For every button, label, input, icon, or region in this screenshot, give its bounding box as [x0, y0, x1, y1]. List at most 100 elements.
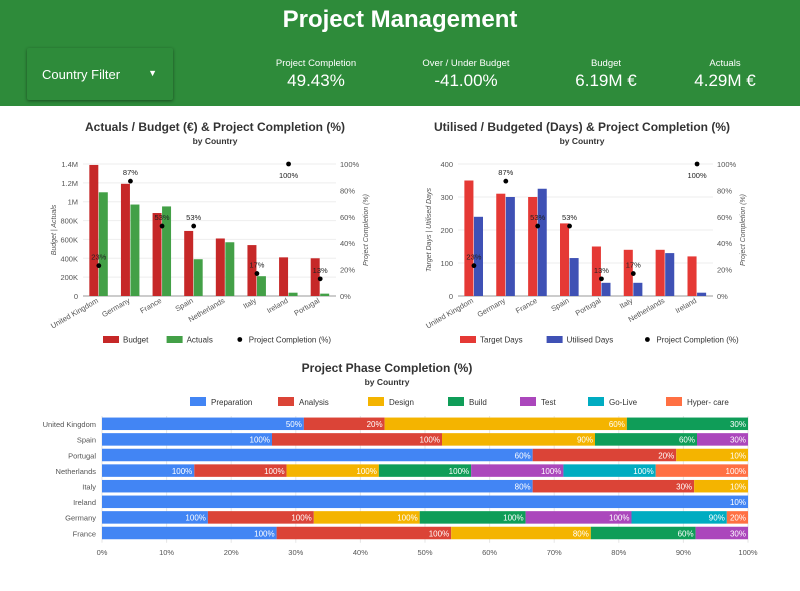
- x-tick-label: Portugal: [574, 296, 603, 318]
- bar-target-days: [464, 180, 474, 296]
- completion-label: 87%: [123, 168, 138, 177]
- completion-point: [286, 161, 291, 167]
- x-tick-label: United Kingdom: [49, 296, 100, 330]
- country-filter-dropdown[interactable]: Country Filter ▼: [27, 48, 173, 100]
- completion-point: [159, 223, 165, 229]
- x-tick-label: Netherlands: [627, 296, 667, 324]
- x-tick-label: 70%: [547, 548, 562, 557]
- x-tick-label: Italy: [242, 296, 259, 311]
- completion-point: [630, 271, 636, 276]
- segment-label: 60%: [609, 420, 625, 429]
- segment-label: 20%: [367, 420, 383, 429]
- x-tick-label: Ireland: [265, 296, 289, 315]
- phase-segment-design: [676, 448, 748, 462]
- legend-swatch: [166, 336, 183, 343]
- y-tick-label: Spain: [77, 436, 96, 445]
- y2-tick-label: 20%: [717, 266, 732, 275]
- completion-point: [317, 276, 323, 282]
- x-tick-label: Ireland: [674, 296, 698, 315]
- legend-label: Actuals: [187, 336, 213, 345]
- chevron-down-icon: ▼: [148, 68, 157, 78]
- y-tick-label: Portugal: [68, 451, 96, 460]
- kpi-budget: Budget 6.19M €: [536, 58, 676, 91]
- x-tick-label: Germany: [100, 296, 131, 319]
- legend-swatch: [520, 397, 536, 406]
- legend-swatch: [237, 337, 243, 342]
- phase-segment-analysis: [532, 479, 695, 493]
- y2-tick-label: 0%: [340, 292, 351, 301]
- x-tick-label: 50%: [417, 548, 432, 557]
- y-axis-title: Budget | Actuals: [51, 204, 58, 255]
- y2-tick-label: 80%: [717, 186, 732, 195]
- y-tick-label: 400K: [60, 254, 78, 263]
- y-tick-label: Ireland: [73, 498, 96, 507]
- phase-segment-build: [626, 417, 748, 431]
- x-tick-label: Italy: [618, 296, 635, 311]
- y2-tick-label: 100%: [717, 160, 737, 169]
- bar-target-days: [496, 193, 506, 296]
- bar-actuals: [98, 192, 108, 296]
- bar-actuals: [130, 204, 140, 296]
- x-tick-label: United Kingdom: [424, 296, 475, 330]
- phase-segment-test: [525, 511, 632, 524]
- completion-point: [191, 223, 197, 229]
- x-tick-label: 20%: [224, 548, 239, 557]
- legend-swatch: [448, 397, 464, 406]
- bar-budget: [184, 230, 194, 296]
- phase-segment-build: [419, 511, 526, 524]
- legend-swatch: [546, 336, 563, 343]
- completion-point: [96, 263, 102, 269]
- phase-segment-preparation: [102, 526, 277, 540]
- y-tick-label: 200K: [60, 273, 78, 282]
- phase-segment-hyper-care: [726, 511, 748, 524]
- chart-title: Project Phase Completion (%): [302, 361, 473, 375]
- y2-tick-label: 60%: [717, 213, 732, 222]
- phase-segment-analysis: [272, 433, 442, 446]
- segment-label: 100%: [449, 467, 469, 476]
- phase-segment-preparation: [102, 433, 272, 446]
- y2-axis-title: Project Completion (%): [740, 194, 747, 266]
- segment-label: 30%: [730, 436, 746, 445]
- legend-label: Analysis: [299, 398, 329, 407]
- kpi-label: Over / Under Budget: [422, 58, 510, 69]
- segment-label: 100%: [420, 436, 440, 445]
- bar-utilised-days: [665, 253, 675, 296]
- legend-swatch: [666, 397, 682, 406]
- completion-label: 13%: [313, 266, 328, 275]
- completion-label: 53%: [186, 213, 201, 222]
- segment-label: 10%: [730, 482, 746, 491]
- bar-actuals: [256, 276, 266, 296]
- y2-tick-label: 0%: [717, 292, 728, 301]
- legend-label: Project Completion (%): [249, 336, 332, 345]
- bar-utilised-days: [537, 188, 547, 296]
- legend-label: Target Days: [480, 336, 523, 345]
- completion-label: 100%: [279, 171, 299, 180]
- bar-target-days: [528, 197, 538, 296]
- segment-label: 90%: [577, 436, 593, 445]
- legend-swatch: [278, 397, 294, 406]
- y-tick-label: Netherlands: [56, 467, 97, 476]
- segment-label: 30%: [730, 529, 746, 538]
- bar-utilised-days: [601, 282, 611, 296]
- phase-segment-preparation: [102, 511, 208, 524]
- x-tick-label: Portugal: [292, 296, 321, 318]
- segment-label: 100%: [633, 467, 653, 476]
- y-tick-label: United Kingdom: [43, 420, 96, 429]
- y-tick-label: 0: [74, 292, 78, 301]
- segment-label: 100%: [609, 514, 629, 523]
- segment-label: 20%: [658, 451, 674, 460]
- phase-segment-preparation: [102, 495, 748, 509]
- completion-point: [599, 276, 604, 282]
- bar-target-days: [687, 256, 697, 296]
- y2-tick-label: 80%: [340, 186, 355, 195]
- phase-segment-test: [471, 464, 564, 477]
- bar-utilised-days: [473, 216, 483, 296]
- legend-label: Build: [469, 398, 487, 407]
- y-tick-label: 800K: [60, 217, 78, 226]
- kpi-value: 6.19M €: [575, 71, 637, 90]
- bar-budget: [247, 245, 257, 296]
- phase-segment-design: [442, 433, 595, 446]
- x-tick-label: France: [138, 296, 163, 315]
- bar-budget: [310, 258, 320, 296]
- y2-tick-label: 20%: [340, 266, 355, 275]
